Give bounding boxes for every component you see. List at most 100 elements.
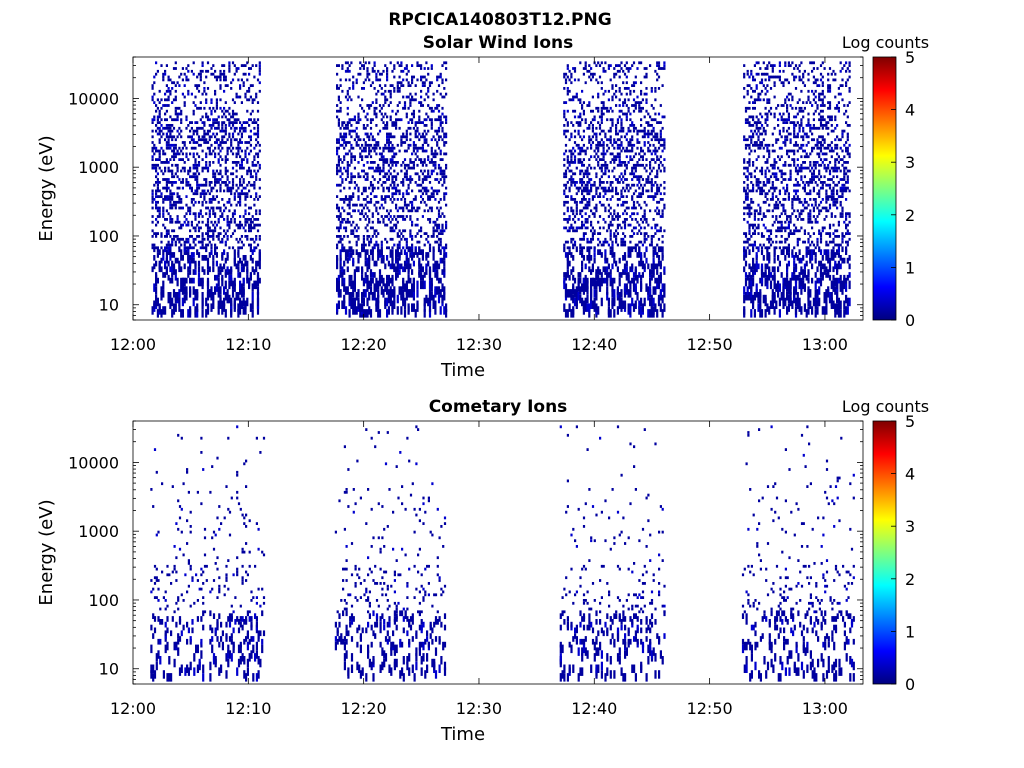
spectrogram-cell <box>636 277 639 284</box>
spectrogram-cell <box>237 272 240 278</box>
spectrogram-cell <box>151 158 154 161</box>
spectrogram-cell <box>638 141 641 144</box>
spectrogram-cell <box>570 152 573 156</box>
spectrogram-cell <box>171 192 174 196</box>
spectrogram-cell <box>224 183 227 187</box>
spectrogram-cell <box>203 106 206 110</box>
spectrogram-cell <box>611 223 614 227</box>
spectrogram-cell <box>602 172 605 176</box>
spectrogram-cell <box>240 223 243 227</box>
spectrogram-cell <box>598 192 602 196</box>
spectrogram-cell <box>743 266 746 273</box>
spectrogram-cell <box>251 309 254 318</box>
spectrogram-cell <box>226 158 229 161</box>
spectrogram-cell <box>346 172 349 176</box>
spectrogram-cell <box>164 186 167 190</box>
spectrogram-cell <box>206 69 210 73</box>
spectrogram-cell <box>581 246 584 253</box>
spectrogram-cell <box>575 166 578 170</box>
spectrogram-cell <box>352 192 355 196</box>
spectrogram-cell <box>659 129 662 133</box>
spectrogram-cell <box>620 203 623 207</box>
spectrogram-cell <box>445 92 448 96</box>
spectrogram-cell <box>416 172 419 176</box>
spectrogram-cell <box>242 126 245 130</box>
spectrogram-cell <box>753 229 756 233</box>
spectrogram-cell <box>748 75 751 79</box>
spectrogram-cell <box>606 240 609 244</box>
spectrogram-cell <box>357 297 360 307</box>
spectrogram-cell <box>647 112 650 116</box>
spectrogram-cell <box>215 106 218 110</box>
spectrogram-cell <box>652 129 655 133</box>
spectrogram-cell <box>158 158 161 161</box>
spectrogram-cell <box>341 218 344 221</box>
spectrogram-cell <box>618 175 621 179</box>
spectrogram-cell <box>654 132 657 136</box>
spectrogram-cell <box>650 195 653 198</box>
spectrogram-cell <box>421 104 424 107</box>
spectrogram-cell <box>235 155 238 159</box>
spectrogram-cell <box>582 143 585 147</box>
spectrogram-cell <box>588 126 591 130</box>
spectrogram-cell <box>411 118 414 122</box>
spectrogram-cell <box>393 192 396 196</box>
spectrogram-cell <box>167 195 170 198</box>
spectrogram-cell <box>411 303 414 312</box>
spectrogram-cell <box>640 274 643 281</box>
spectrogram-cell <box>196 84 199 87</box>
spectrogram-cell <box>212 198 215 201</box>
spectrogram-cell <box>239 272 242 278</box>
spectrogram-cell <box>445 246 448 250</box>
spectrogram-cell <box>566 309 569 318</box>
spectrogram-cell <box>256 126 260 130</box>
spectrogram-cell <box>643 183 646 187</box>
spectrogram-cell <box>750 138 753 142</box>
spectrogram-cell <box>638 195 641 198</box>
spectrogram-cell <box>192 155 195 159</box>
spectrogram-cell <box>430 158 433 161</box>
spectrogram-cell <box>244 260 247 267</box>
spectrogram-cell <box>339 240 342 244</box>
spectrogram-cell <box>659 215 662 218</box>
spectrogram-cell <box>752 106 755 110</box>
spectrogram-cell <box>437 226 441 230</box>
spectrogram-cell <box>217 146 220 150</box>
spectrogram-cell <box>228 294 231 304</box>
spectrogram-cell <box>427 158 430 161</box>
spectrogram-cell <box>434 161 437 164</box>
spectrogram-cell <box>436 152 439 156</box>
spectrogram-cell <box>396 84 399 87</box>
spectrogram-cell <box>748 232 751 235</box>
spectrogram-cell <box>443 195 446 198</box>
spectrogram-cell <box>598 143 602 147</box>
spectrogram-cell <box>196 178 199 181</box>
spectrogram-cell <box>443 252 446 258</box>
spectrogram-cell <box>437 166 441 170</box>
spectrogram-cell <box>235 69 238 73</box>
spectrogram-cell <box>396 246 399 253</box>
spectrogram-cell <box>189 206 192 210</box>
spectrogram-cell <box>174 172 177 176</box>
spectrogram-cell <box>183 101 186 104</box>
spectrogram-cell <box>425 78 428 82</box>
spectrogram-cell <box>194 269 197 275</box>
spectrogram-cell <box>337 124 340 127</box>
spectrogram-cell <box>573 289 577 298</box>
spectrogram-cell <box>366 132 369 136</box>
spectrogram-cell <box>623 209 627 213</box>
spectrogram-cell <box>595 158 598 161</box>
spectrogram-cell <box>348 129 351 133</box>
spectrogram-cell <box>427 155 430 159</box>
spectrogram-cell <box>156 309 159 318</box>
spectrogram-cell <box>428 84 432 87</box>
spectrogram-cell <box>746 161 749 164</box>
spectrogram-cell <box>369 126 373 130</box>
spectrogram-cell <box>750 223 753 227</box>
spectrogram-cell <box>654 277 657 284</box>
spectrogram-cell <box>403 249 407 255</box>
spectrogram-cell <box>405 112 408 116</box>
spectrogram-cell <box>396 257 399 264</box>
spectrogram-cell <box>407 277 410 284</box>
spectrogram-cell <box>155 104 158 107</box>
